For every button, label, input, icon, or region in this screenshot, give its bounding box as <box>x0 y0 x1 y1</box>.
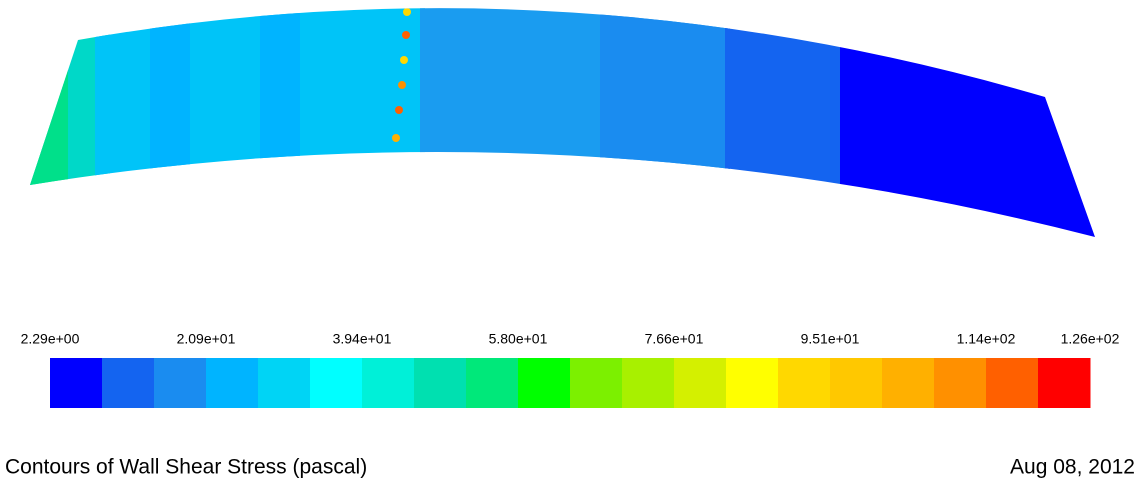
color-swatch <box>414 358 467 408</box>
color-swatch <box>986 358 1039 408</box>
color-swatch <box>934 358 987 408</box>
colorbar-label: 5.80e+01 <box>489 331 548 347</box>
color-swatch <box>1038 358 1091 408</box>
color-swatch <box>570 358 623 408</box>
color-swatch <box>206 358 259 408</box>
color-swatch <box>622 358 675 408</box>
caption: Contours of Wall Shear Stress (pascal) <box>5 456 367 479</box>
color-swatch <box>518 358 571 408</box>
date: Aug 08, 2012 <box>1010 456 1135 479</box>
colorbar-label: 3.94e+01 <box>333 331 392 347</box>
color-swatch <box>466 358 519 408</box>
color-swatch <box>50 358 103 408</box>
color-swatch <box>102 358 155 408</box>
color-swatch <box>882 358 935 408</box>
colorbar-label: 2.29e+00 <box>21 331 80 347</box>
color-swatch <box>830 358 883 408</box>
colorbar-label: 7.66e+01 <box>645 331 704 347</box>
color-swatch <box>726 358 779 408</box>
colorbar-label: 2.09e+01 <box>177 331 236 347</box>
surface <box>30 8 1095 237</box>
color-swatch <box>778 358 831 408</box>
colorbar-label: 1.26e+02 <box>1061 331 1120 347</box>
color-swatch <box>258 358 311 408</box>
colorbar: 2.29e+00 2.09e+01 3.94e+01 5.80e+01 7.66e+01… <box>21 331 1120 408</box>
hotspots <box>392 8 411 142</box>
color-swatch <box>310 358 363 408</box>
color-swatch <box>674 358 727 408</box>
color-swatch <box>362 358 415 408</box>
color-swatch <box>154 358 207 408</box>
colorbar-label: 9.51e+01 <box>801 331 860 347</box>
colorbar-label: 1.14e+02 <box>957 331 1016 347</box>
